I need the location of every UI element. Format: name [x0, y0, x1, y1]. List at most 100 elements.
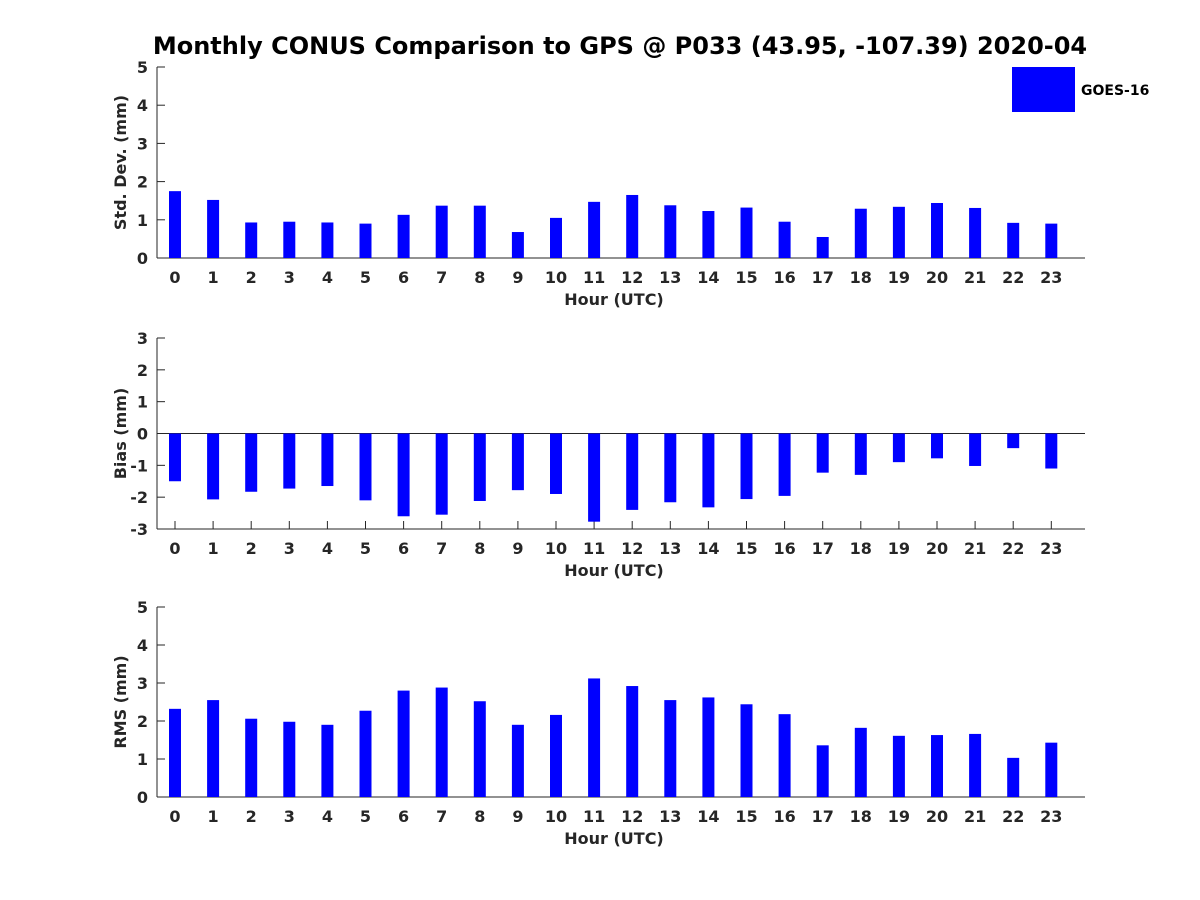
x-tick-label: 5: [360, 268, 371, 287]
legend-swatch: [1012, 67, 1075, 112]
y-tick-label: 4: [137, 96, 148, 115]
bar-hour-22: [1007, 222, 1020, 258]
x-tick-label: 6: [398, 268, 409, 287]
bar-hour-19: [892, 735, 905, 797]
y-tick-label: 1: [137, 211, 148, 230]
y-tick-label: 4: [137, 636, 148, 655]
bar-hour-7: [435, 433, 448, 515]
x-tick-label: 16: [773, 539, 795, 558]
x-tick-label: 3: [284, 807, 295, 826]
x-tick-label: 19: [888, 539, 910, 558]
bar-hour-16: [778, 433, 791, 496]
legend-label: GOES-16: [1081, 83, 1149, 99]
x-tick-label: 8: [474, 539, 485, 558]
x-tick-label: 21: [964, 268, 986, 287]
x-axis-label: Hour (UTC): [564, 561, 664, 580]
x-tick-label: 0: [169, 268, 180, 287]
x-tick-label: 17: [812, 539, 834, 558]
x-tick-label: 4: [322, 268, 333, 287]
bar-hour-9: [511, 724, 524, 797]
x-tick-label: 23: [1040, 268, 1062, 287]
bar-hour-19: [892, 433, 905, 463]
x-tick-label: 23: [1040, 539, 1062, 558]
chart-title: Monthly CONUS Comparison to GPS @ P033 (…: [153, 32, 1087, 60]
x-tick-label: 4: [322, 807, 333, 826]
x-tick-label: 6: [398, 539, 409, 558]
bar-hour-16: [778, 221, 791, 258]
x-tick-label: 14: [697, 807, 719, 826]
bar-hour-22: [1007, 433, 1020, 449]
bar-hour-23: [1045, 223, 1058, 258]
bar-hour-11: [588, 201, 601, 258]
bar-hour-14: [702, 433, 715, 508]
bar-hour-17: [816, 745, 829, 797]
x-tick-label: 10: [545, 807, 567, 826]
bar-hour-20: [931, 202, 943, 258]
y-tick-label: 3: [137, 674, 148, 693]
bar-hour-7: [435, 205, 448, 258]
y-tick-label: 3: [137, 329, 148, 348]
bar-hour-10: [550, 217, 562, 258]
bar-hour-21: [969, 733, 982, 797]
x-tick-label: 2: [246, 807, 257, 826]
bar-hour-5: [359, 433, 372, 501]
x-tick-label: 18: [850, 268, 872, 287]
bar-hour-17: [816, 236, 829, 258]
y-axis-label: Std. Dev. (mm): [111, 95, 130, 230]
bar-hour-4: [321, 222, 334, 258]
bar-hour-11: [588, 678, 601, 797]
x-tick-label: 23: [1040, 807, 1062, 826]
bar-hour-14: [702, 697, 715, 797]
x-tick-label: 20: [926, 268, 948, 287]
x-tick-label: 20: [926, 807, 948, 826]
x-tick-label: 8: [474, 268, 485, 287]
x-tick-label: 16: [773, 268, 795, 287]
x-tick-label: 5: [360, 539, 371, 558]
bar-hour-1: [207, 433, 220, 500]
bar-hour-7: [435, 687, 448, 797]
x-tick-label: 9: [512, 807, 523, 826]
x-tick-label: 7: [436, 268, 447, 287]
x-tick-label: 21: [964, 807, 986, 826]
x-tick-label: 19: [888, 807, 910, 826]
bar-hour-15: [740, 704, 753, 797]
bar-hour-8: [473, 433, 486, 501]
x-tick-label: 10: [545, 268, 567, 287]
x-tick-label: 3: [284, 539, 295, 558]
bar-hour-0: [169, 708, 181, 797]
bar-hour-20: [931, 735, 943, 797]
bar-hour-6: [397, 690, 410, 797]
bar-hour-11: [588, 433, 601, 522]
bar-hour-4: [321, 433, 334, 487]
x-tick-label: 8: [474, 807, 485, 826]
bar-hour-16: [778, 714, 791, 797]
x-tick-label: 15: [735, 268, 757, 287]
bar-hour-0: [169, 433, 181, 482]
bar-hour-18: [854, 433, 867, 475]
bar-hour-19: [892, 206, 905, 258]
x-tick-label: 2: [246, 268, 257, 287]
x-tick-label: 14: [697, 268, 719, 287]
y-tick-label: -1: [130, 456, 148, 475]
y-tick-label: 2: [137, 712, 148, 731]
x-tick-label: 17: [812, 268, 834, 287]
bar-hour-3: [283, 221, 296, 258]
x-tick-label: 14: [697, 539, 719, 558]
bar-hour-1: [207, 700, 220, 797]
x-tick-label: 11: [583, 807, 605, 826]
y-axis-label: Bias (mm): [111, 388, 130, 480]
x-tick-label: 10: [545, 539, 567, 558]
x-tick-label: 18: [850, 807, 872, 826]
bar-hour-8: [473, 701, 486, 797]
x-tick-label: 22: [1002, 807, 1024, 826]
y-tick-label: 5: [137, 598, 148, 617]
y-tick-label: 0: [137, 788, 148, 807]
bar-hour-21: [969, 433, 982, 466]
bar-hour-18: [854, 208, 867, 258]
y-axis-label: RMS (mm): [111, 655, 130, 748]
y-tick-label: 0: [137, 249, 148, 268]
y-tick-label: -3: [130, 520, 148, 539]
x-tick-label: 12: [621, 539, 643, 558]
